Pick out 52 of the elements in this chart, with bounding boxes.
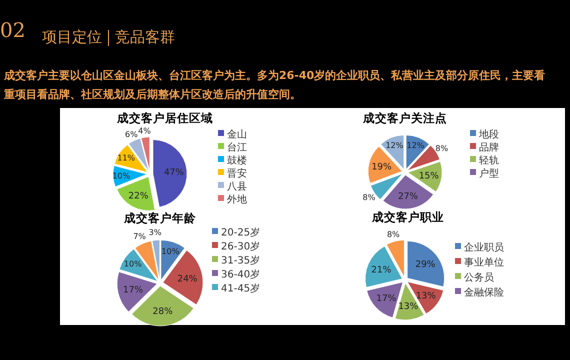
data-label: 15% xyxy=(418,172,440,182)
data-label: 3% xyxy=(148,228,162,238)
legend-label: 八县 xyxy=(227,182,247,192)
data-label: 27% xyxy=(398,192,418,202)
legend-label: 品牌 xyxy=(479,142,499,154)
data-label: 11% xyxy=(117,154,136,163)
legend-label: 轻轨 xyxy=(479,154,499,166)
legend-label: 31-35岁 xyxy=(221,254,260,266)
data-label: 12% xyxy=(386,140,404,150)
data-label: 22% xyxy=(128,191,149,202)
data-label: 12% xyxy=(406,140,425,150)
chart-title: 成交客户关注点 xyxy=(362,111,447,125)
legend-label: 企业职员 xyxy=(464,242,504,254)
legend-label: 外地 xyxy=(227,194,247,206)
data-label: 21% xyxy=(371,266,392,276)
data-label: 13% xyxy=(398,302,419,312)
text: 项目定位 xyxy=(42,28,102,47)
text: 竞品客群 xyxy=(115,28,175,47)
data-label: 10% xyxy=(162,247,180,256)
data-label: 28% xyxy=(152,306,174,317)
data-label: 8% xyxy=(435,144,448,153)
data-label: 17% xyxy=(376,294,397,304)
data-label: 8% xyxy=(386,230,400,239)
legend-label: 地段 xyxy=(478,128,499,140)
data-label: 24% xyxy=(177,274,198,284)
data-label: 6% xyxy=(125,130,138,140)
chart-title: 成交客户年龄 xyxy=(123,211,197,225)
legend-label: 台江 xyxy=(227,142,247,154)
text: 成交客户主要以仓山区金山板块、台江区客户为主。多为26-40岁的企业职员、私营业主及部分原住民，主要看重项目看品牌、社区规划及后期整体片区改造后的升值空间。 xyxy=(4,68,546,103)
data-label: 47% xyxy=(164,168,184,178)
data-label: 13% xyxy=(416,292,436,302)
data-label: 17% xyxy=(122,286,144,296)
data-label: 4% xyxy=(138,126,152,136)
legend-label: 晋安 xyxy=(227,168,247,180)
legend-label: 36-40岁 xyxy=(221,268,260,280)
legend-label: 公务员 xyxy=(464,272,494,284)
text: 02 xyxy=(0,18,26,42)
data-label: 10% xyxy=(124,259,142,268)
legend-label: 金山 xyxy=(227,128,247,140)
data-label: 7% xyxy=(133,232,146,242)
legend-label: 户型 xyxy=(479,168,499,180)
legend-label: 41-45岁 xyxy=(221,282,260,294)
legend-label: 鼓楼 xyxy=(227,154,247,166)
chart-title: 成交客户居住区域 xyxy=(116,111,213,125)
legend-label: 事业单位 xyxy=(464,256,504,268)
data-label: 19% xyxy=(372,162,392,173)
legend-label: 26-30岁 xyxy=(221,240,260,252)
legend-label: 20-25岁 xyxy=(221,226,260,238)
legend-label: 金融保险 xyxy=(464,286,504,298)
chart-title: 成交客户职业 xyxy=(371,210,444,224)
data-label: 29% xyxy=(415,260,436,270)
data-label: 8% xyxy=(362,192,376,202)
